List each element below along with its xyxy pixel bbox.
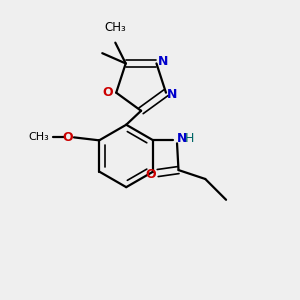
Text: H: H bbox=[185, 132, 194, 146]
Text: CH₃: CH₃ bbox=[104, 21, 126, 34]
Text: N: N bbox=[177, 132, 188, 146]
Text: N: N bbox=[167, 88, 178, 101]
Text: N: N bbox=[158, 56, 168, 68]
Text: O: O bbox=[63, 131, 73, 144]
Text: O: O bbox=[145, 168, 156, 181]
Text: CH₃: CH₃ bbox=[28, 132, 49, 142]
Text: O: O bbox=[103, 86, 113, 99]
